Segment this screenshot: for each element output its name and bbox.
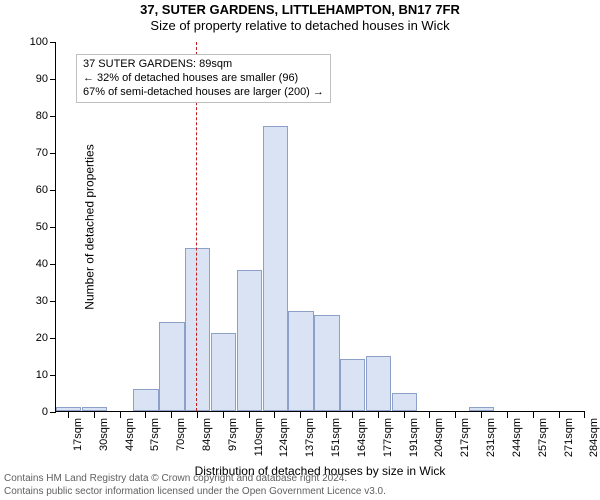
y-tick-label: 40: [36, 258, 48, 270]
x-tick: [300, 412, 301, 418]
x-tick-label: 151sqm: [330, 418, 342, 457]
x-tick: [171, 412, 172, 418]
histogram-bar: [211, 333, 236, 411]
histogram-bar: [288, 311, 313, 411]
x-tick: [404, 412, 405, 418]
x-tick: [120, 412, 121, 418]
x-tick: [378, 412, 379, 418]
x-tick-label: 204sqm: [433, 418, 445, 457]
x-tick: [145, 412, 146, 418]
histogram-bar: [469, 407, 494, 411]
y-tick-label: 10: [36, 369, 48, 381]
y-tick-label: 70: [36, 147, 48, 159]
x-tick-label: 231sqm: [485, 418, 497, 457]
x-tick-label: 84sqm: [201, 418, 213, 451]
x-tick-label: 164sqm: [356, 418, 368, 457]
x-tick: [223, 412, 224, 418]
histogram-bar: [237, 270, 262, 411]
x-tick-label: 97sqm: [227, 418, 239, 451]
x-tick-label: 284sqm: [588, 418, 600, 457]
y-tick-label: 100: [30, 36, 48, 48]
y-tick-label: 0: [42, 406, 48, 418]
y-tick-label: 60: [36, 184, 48, 196]
x-tick-label: 257sqm: [537, 418, 549, 457]
y-tick-label: 50: [36, 221, 48, 233]
x-tick-label: 217sqm: [459, 418, 471, 457]
histogram-bar: [366, 356, 391, 412]
annotation-line1: 37 SUTER GARDENS: 89sqm: [83, 58, 324, 72]
histogram-bar: [159, 322, 184, 411]
annotation-line2: ← 32% of detached houses are smaller (96…: [83, 72, 324, 86]
x-tick-label: 244sqm: [511, 418, 523, 457]
x-tick-label: 17sqm: [72, 418, 84, 451]
x-tick: [197, 412, 198, 418]
x-tick: [249, 412, 250, 418]
x-tick-label: 191sqm: [408, 418, 420, 457]
x-tick: [429, 412, 430, 418]
x-tick: [481, 412, 482, 418]
histogram-chart: Number of detached properties 0102030405…: [55, 42, 585, 412]
x-tick: [94, 412, 95, 418]
x-tick: [352, 412, 353, 418]
histogram-bar: [392, 393, 417, 412]
footer-attribution: Contains HM Land Registry data © Crown c…: [4, 473, 386, 498]
annotation-box: 37 SUTER GARDENS: 89sqm ← 32% of detache…: [76, 54, 331, 103]
histogram-bar: [340, 359, 365, 411]
x-tick-label: 57sqm: [149, 418, 161, 451]
histogram-bar: [56, 407, 81, 411]
x-tick: [507, 412, 508, 418]
histogram-bar: [133, 389, 158, 411]
footer-line2: Contains public sector information licen…: [4, 486, 386, 499]
annotation-line3: 67% of semi-detached houses are larger (…: [83, 86, 324, 100]
histogram-bar: [263, 126, 288, 411]
y-tick-label: 80: [36, 110, 48, 122]
x-tick-label: 30sqm: [98, 418, 110, 451]
x-tick: [559, 412, 560, 418]
x-tick-label: 110sqm: [253, 418, 265, 456]
y-tick-label: 30: [36, 295, 48, 307]
x-tick-label: 44sqm: [124, 418, 136, 451]
histogram-bar: [185, 248, 210, 411]
x-tick-label: 177sqm: [382, 418, 394, 457]
x-tick-label: 124sqm: [278, 418, 290, 457]
x-tick: [274, 412, 275, 418]
x-tick: [533, 412, 534, 418]
histogram-bar: [82, 407, 107, 411]
y-tick-label: 90: [36, 73, 48, 85]
x-tick: [326, 412, 327, 418]
page-subtitle: Size of property relative to detached ho…: [0, 18, 600, 33]
x-tick: [455, 412, 456, 418]
x-tick-label: 70sqm: [175, 418, 187, 451]
histogram-bar: [314, 315, 339, 411]
x-tick-label: 271sqm: [563, 418, 575, 457]
x-tick-label: 137sqm: [304, 418, 316, 457]
footer-line1: Contains HM Land Registry data © Crown c…: [4, 473, 386, 486]
x-tick: [584, 412, 585, 418]
y-tick-label: 20: [36, 332, 48, 344]
x-tick: [68, 412, 69, 418]
page-title: 37, SUTER GARDENS, LITTLEHAMPTON, BN17 7…: [0, 2, 600, 17]
plot-area: 0102030405060708090100 37 SUTER GARDENS:…: [55, 42, 585, 412]
